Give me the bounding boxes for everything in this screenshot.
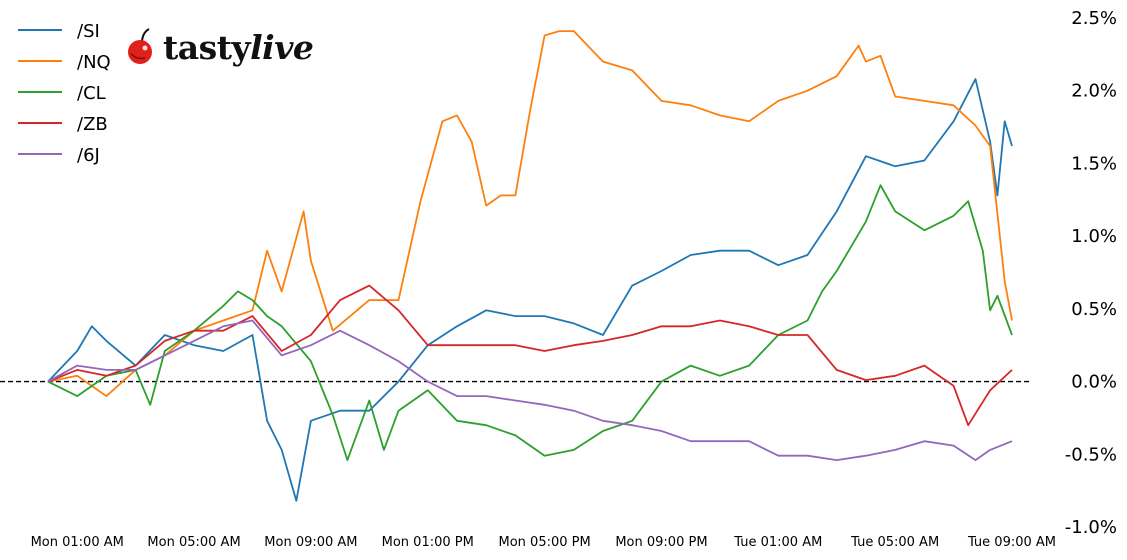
- y-tick-label: -0.5%: [1065, 444, 1117, 465]
- series-line-si: [47, 78, 1013, 502]
- y-tick-label: -1.0%: [1065, 517, 1117, 538]
- x-tick-label: Mon 01:00 PM: [382, 535, 474, 550]
- series-line-6j: [47, 319, 1013, 462]
- tastylive-logo: tastylive: [125, 22, 314, 72]
- x-tick-label: Tue 09:00 AM: [967, 535, 1056, 550]
- y-tick-label: 1.5%: [1071, 153, 1117, 174]
- series-lines: [47, 30, 1013, 502]
- y-axis-ticks: 2.5% 2.0% 1.5% 1.0% 0.5% 0.0% -0.5% -1.0%: [1065, 8, 1117, 538]
- x-tick-label: Tue 05:00 AM: [850, 535, 939, 550]
- x-tick-label: Mon 09:00 PM: [615, 535, 707, 550]
- series-line-nq: [47, 30, 1013, 398]
- y-tick-label: 0.0%: [1071, 372, 1117, 393]
- legend-label: /SI: [77, 21, 100, 42]
- y-tick-label: 2.0%: [1071, 81, 1117, 102]
- cherry-icon: [128, 28, 152, 64]
- logo-text: tastylive: [163, 27, 314, 67]
- y-tick-label: 0.5%: [1071, 299, 1117, 320]
- legend-label: /NQ: [77, 52, 111, 73]
- legend: /SI/NQ/CL/ZB/6J: [18, 21, 111, 166]
- legend-label: /ZB: [77, 114, 108, 135]
- series-line-zb: [47, 284, 1013, 427]
- legend-label: /6J: [77, 145, 100, 166]
- x-tick-label: Tue 01:00 AM: [733, 535, 822, 550]
- legend-label: /CL: [77, 83, 106, 104]
- series-line-cl: [47, 184, 1013, 462]
- x-tick-label: Mon 05:00 AM: [147, 535, 240, 550]
- y-tick-label: 2.5%: [1071, 8, 1117, 29]
- x-tick-label: Mon 09:00 AM: [264, 535, 357, 550]
- x-axis-ticks: Mon 01:00 AM Mon 05:00 AM Mon 09:00 AM Mon …: [31, 535, 1056, 550]
- y-tick-label: 1.0%: [1071, 226, 1117, 247]
- x-tick-label: Mon 05:00 PM: [499, 535, 591, 550]
- x-tick-label: Mon 01:00 AM: [31, 535, 124, 550]
